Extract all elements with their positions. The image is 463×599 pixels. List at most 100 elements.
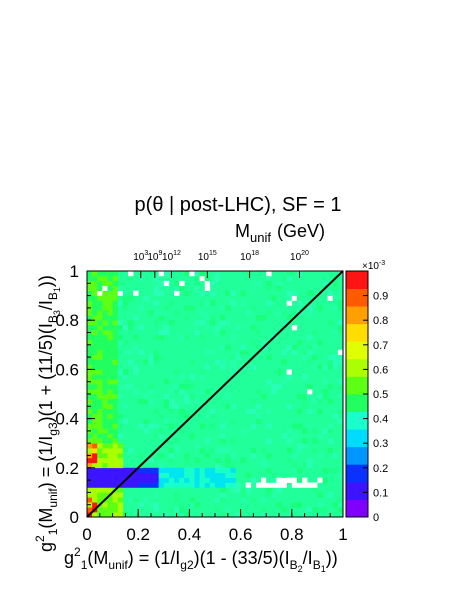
heatmap-cell	[112, 394, 119, 400]
heatmap-cell	[302, 482, 308, 488]
heatmap-cell	[112, 453, 119, 459]
heatmap-cell	[174, 492, 180, 498]
heatmap-cell	[148, 310, 154, 316]
heatmap-cell	[209, 448, 216, 454]
heatmap-cell	[276, 482, 282, 488]
heatmap-cell	[174, 467, 180, 474]
heatmap-cell	[322, 389, 328, 395]
heatmap-cell	[168, 374, 175, 380]
heatmap-cell	[327, 359, 334, 365]
heatmap-cell	[174, 438, 180, 444]
heatmap-cell	[255, 413, 262, 419]
top-axis-tick-label: 1012	[162, 250, 181, 263]
heatmap-cell	[230, 339, 236, 346]
heatmap-cell	[174, 472, 180, 478]
heatmap-cell	[158, 482, 165, 488]
heatmap-cell	[225, 320, 231, 326]
heatmap-cell	[317, 462, 323, 469]
heatmap-cell	[332, 364, 339, 370]
heatmap-cell	[250, 408, 257, 414]
heatmap-cell	[220, 472, 226, 478]
heatmap-cell	[102, 507, 108, 513]
heatmap-cell	[266, 330, 272, 336]
heatmap-cell	[281, 310, 287, 316]
heatmap-cell	[235, 271, 241, 277]
heatmap-cell	[225, 443, 231, 449]
heatmap-cell	[153, 354, 159, 360]
heatmap-cell	[332, 369, 339, 375]
heatmap-cell	[174, 482, 180, 488]
heatmap-cell	[312, 280, 318, 287]
heatmap-cell	[199, 389, 206, 395]
heatmap-cell	[153, 389, 159, 395]
heatmap-cell	[153, 467, 159, 474]
heatmap-cell	[112, 305, 119, 311]
heatmap-cell	[117, 423, 124, 429]
heatmap-cell	[230, 462, 236, 469]
heatmap-cell	[302, 389, 308, 395]
heatmap-cell	[107, 448, 113, 454]
heatmap-cell	[107, 354, 113, 360]
heatmap-cell	[127, 271, 134, 277]
heatmap-cell	[107, 457, 113, 464]
heatmap-cell	[92, 280, 98, 287]
heatmap-cell	[87, 398, 93, 405]
colorbar-segment	[346, 464, 368, 483]
heatmap-cell	[97, 280, 103, 287]
heatmap-cell	[107, 472, 113, 478]
heatmap-cell	[322, 394, 328, 400]
heatmap-cell	[163, 330, 170, 336]
heatmap-cell	[92, 492, 98, 498]
heatmap-cell	[286, 418, 293, 424]
heatmap-cell	[225, 394, 231, 400]
heatmap-cell	[307, 384, 313, 390]
heatmap-cell	[271, 413, 277, 419]
heatmap-cell	[122, 300, 129, 306]
heatmap-cell	[332, 497, 339, 503]
heatmap-cell	[240, 497, 247, 503]
heatmap-cell	[143, 275, 149, 282]
heatmap-cell	[102, 423, 108, 429]
heatmap-cell	[117, 403, 124, 410]
heatmap-cell	[266, 408, 272, 414]
heatmap-cell	[107, 290, 113, 296]
heatmap-cell	[92, 457, 98, 464]
heatmap-cell	[107, 349, 113, 355]
heatmap-cell	[112, 354, 119, 360]
heatmap-cell	[322, 408, 328, 414]
diagonal-line	[86, 270, 344, 518]
heatmap-cell	[92, 354, 98, 360]
heatmap-cell	[225, 403, 231, 410]
y-axis-label: g21(Munif) = (1/Ig3)(1 + (11/5)(IB3/IB1)…	[33, 275, 62, 552]
heatmap-cell	[327, 354, 334, 360]
heatmap-cell	[107, 344, 113, 351]
colorbar-segment	[346, 271, 368, 289]
heatmap-cell	[133, 369, 139, 375]
heatmap-cell	[322, 497, 328, 503]
heatmap-cell	[291, 423, 298, 429]
heatmap-cell	[168, 403, 175, 410]
heatmap-cell	[87, 423, 93, 429]
heatmap-cell	[194, 467, 200, 474]
heatmap-cell	[281, 379, 287, 385]
heatmap-cell	[122, 369, 129, 375]
heatmap-cell	[245, 275, 252, 282]
heatmap-cell	[337, 482, 344, 488]
heatmap-cell	[92, 339, 98, 346]
heatmap-cell	[291, 271, 298, 277]
heatmap-cell	[209, 290, 216, 296]
colorbar-tick-label: 0.1	[373, 487, 388, 499]
heatmap-cell	[332, 502, 339, 508]
heatmap-cell	[296, 482, 303, 488]
heatmap-cell	[255, 295, 262, 301]
heatmap-cell	[327, 339, 334, 346]
heatmap-cell	[266, 379, 272, 385]
heatmap-cell	[92, 374, 98, 380]
heatmap-cell	[286, 271, 293, 277]
y-tick-label: 0.8	[55, 311, 79, 330]
heatmap-cell	[117, 443, 124, 449]
heatmap-cell	[179, 428, 185, 434]
heatmap-cell	[174, 344, 180, 351]
heatmap-cell	[174, 448, 180, 454]
heatmap-cell	[184, 290, 190, 296]
